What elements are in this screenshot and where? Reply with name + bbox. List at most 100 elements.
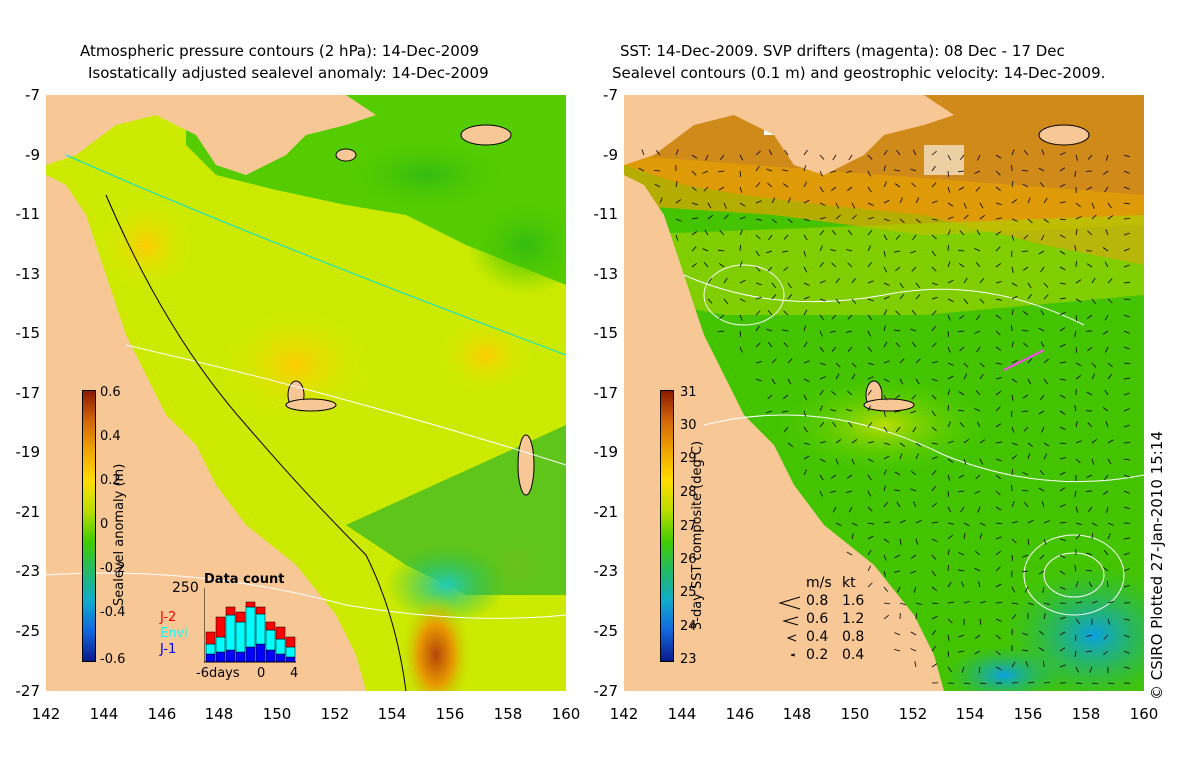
velocity-arrow	[931, 485, 936, 492]
histogram-bar	[265, 629, 276, 651]
velocity-arrow	[1059, 218, 1066, 221]
velocity-arrow	[910, 648, 917, 652]
velocity-arrow	[975, 550, 981, 556]
velocity-arrow	[915, 538, 918, 545]
right-x-label: 142	[609, 705, 639, 723]
velocity-arrow	[883, 234, 888, 241]
velocity-arrow	[1075, 279, 1082, 284]
velocity-arrow	[1123, 186, 1130, 190]
velocity-arrow	[867, 474, 872, 481]
velocity-arrow	[931, 250, 936, 257]
velocity-arrow	[947, 229, 951, 236]
velocity-arrow	[867, 506, 873, 512]
velocity-arrow	[1086, 634, 1093, 638]
velocity-arrow	[867, 362, 874, 366]
velocity-arrow	[851, 277, 856, 284]
velocity-arrow	[867, 170, 871, 177]
velocity-arrow	[979, 362, 985, 368]
velocity-arrow	[832, 421, 837, 428]
velocity-arrow	[931, 296, 938, 300]
velocity-arrow	[638, 167, 645, 172]
data-count-inset: 250 Data count J-2 Envi J-1 -6days 0 4	[160, 570, 300, 681]
velocity-arrow	[755, 266, 761, 272]
velocity-arrow	[931, 218, 938, 221]
velocity-arrow	[846, 330, 853, 333]
velocity-arrow	[1087, 154, 1093, 160]
velocity-arrow	[1024, 586, 1029, 593]
velocity-arrow	[1022, 183, 1029, 188]
velocity-arrow	[1123, 392, 1130, 396]
velocity-arrow	[835, 439, 842, 444]
velocity-arrow	[958, 263, 965, 268]
velocity-arrow	[974, 650, 981, 655]
velocity-arrow	[947, 506, 952, 513]
velocity-arrow	[947, 154, 952, 161]
data-count-title: Data count	[204, 572, 285, 587]
velocity-arrow	[1059, 664, 1066, 668]
velocity-arrow	[782, 394, 789, 399]
velocity-arrow	[755, 378, 762, 382]
velocity-arrow	[1105, 229, 1109, 236]
velocity-arrow	[1086, 263, 1093, 268]
velocity-arrow	[1059, 586, 1066, 590]
right-y-label: -7	[603, 86, 618, 104]
velocity-arrow	[787, 218, 793, 224]
data-count-x-label: 0	[257, 666, 266, 681]
sealevel-colorbar-tick: -0.2	[100, 561, 126, 576]
velocity-arrow	[931, 645, 936, 652]
data-count-histogram	[204, 588, 296, 663]
left-x-label: 156	[435, 705, 465, 723]
velocity-arrow	[1091, 682, 1099, 685]
velocity-arrow	[1107, 202, 1112, 209]
velocity-arrow	[851, 373, 856, 380]
velocity-arrow	[830, 330, 837, 333]
velocity-arrow	[867, 405, 871, 412]
velocity-arrow	[959, 346, 965, 352]
velocity-arrow	[894, 649, 901, 652]
sealevel-colorbar-tick: 0.2	[100, 473, 121, 488]
histogram-bar	[245, 601, 256, 608]
velocity-arrow	[803, 165, 807, 172]
velocity-arrow	[659, 197, 663, 204]
velocity-arrow	[767, 394, 773, 400]
velocity-arrow	[1038, 487, 1045, 492]
right-x-label: 156	[1013, 705, 1043, 723]
velocity-arrow	[995, 536, 1002, 540]
velocity-arrow	[1059, 457, 1066, 460]
velocity-arrow	[899, 218, 905, 224]
velocity-arrow	[767, 182, 773, 188]
velocity-arrow	[654, 183, 661, 188]
velocity-arrow	[1075, 260, 1077, 268]
velocity-arrow	[755, 310, 761, 316]
velocity-arrow	[723, 298, 729, 304]
velocity-arrow	[675, 234, 679, 241]
velocity-arrow	[707, 298, 713, 304]
velocity-arrow	[718, 170, 725, 173]
velocity-arrow	[803, 341, 808, 348]
velocity-legend-kt: 0.4	[842, 647, 865, 663]
velocity-arrow	[995, 423, 1002, 428]
velocity-arrow	[1011, 218, 1018, 222]
velocity-arrow	[883, 309, 888, 316]
velocity-arrow	[883, 614, 889, 620]
velocity-arrow	[883, 442, 890, 446]
histogram-bar	[235, 611, 246, 623]
legend-envi: Envi	[160, 626, 188, 641]
velocity-arrow	[894, 183, 901, 188]
velocity-arrow	[739, 298, 746, 302]
velocity-arrow	[1038, 250, 1045, 255]
sst-colorbar	[660, 390, 674, 662]
velocity-arrow	[899, 294, 905, 300]
velocity-arrow	[1043, 358, 1049, 364]
velocity-arrow	[739, 330, 742, 338]
velocity-arrow	[819, 441, 826, 444]
velocity-arrow	[979, 298, 985, 304]
velocity-arrow	[819, 422, 825, 428]
velocity-arrow	[1107, 458, 1112, 465]
velocity-arrow	[1074, 170, 1077, 177]
velocity-arrow	[1011, 426, 1015, 433]
velocity-arrow	[911, 310, 917, 316]
velocity-legend-ms: 0.4	[806, 629, 829, 645]
velocity-arrow	[1107, 601, 1114, 604]
velocity-arrow	[1104, 389, 1109, 396]
